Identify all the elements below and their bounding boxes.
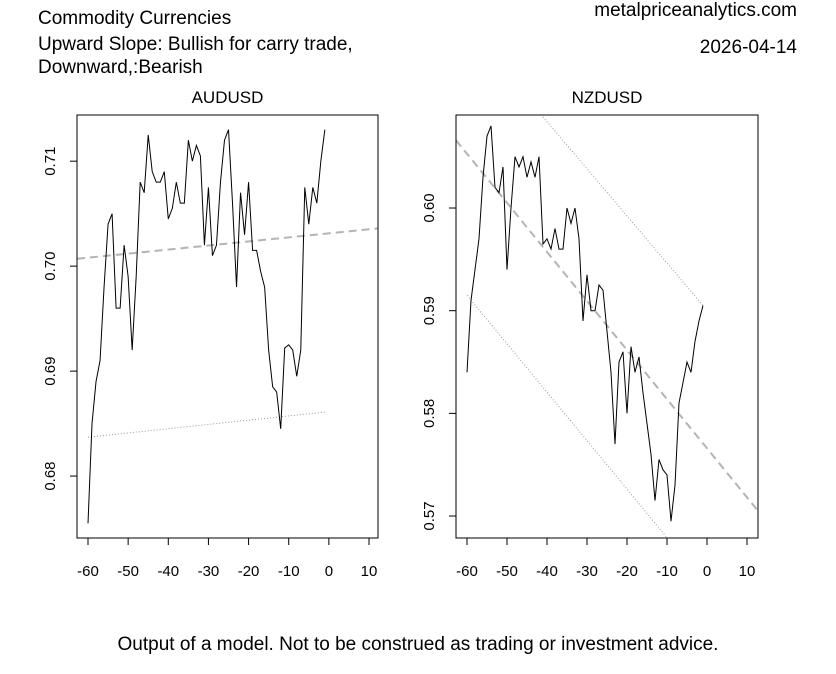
y-tick-label: 0.69 (42, 357, 59, 386)
x-tick-label: -10 (278, 563, 300, 580)
y-tick-label: 0.59 (421, 296, 438, 325)
y-tick-label: 0.58 (421, 399, 438, 428)
y-tick-label: 0.68 (42, 461, 59, 490)
footer: Output of a model. Not to be construed a… (118, 634, 719, 655)
x-tick-label: -30 (576, 563, 598, 580)
trend-line (540, 115, 704, 306)
title-line: Commodity Currencies (38, 8, 231, 29)
trend-line (466, 294, 668, 538)
x-tick-label: -40 (157, 563, 179, 580)
title-line: Downward,:Bearish (38, 57, 203, 78)
price-line (87, 129, 326, 524)
x-tick-label: 0 (325, 563, 333, 580)
x-tick-label: -20 (616, 563, 638, 580)
site: metalpriceanalytics.com (594, 0, 797, 21)
panel-title: AUDUSD (192, 88, 264, 107)
y-tick-label: 0.71 (42, 147, 59, 176)
y-tick-label: 0.60 (421, 193, 438, 222)
x-tick-label: -60 (77, 563, 99, 580)
y-tick-label: 0.57 (421, 501, 438, 530)
x-tick-label: -10 (656, 563, 678, 580)
trend-line (456, 139, 758, 512)
trend-line (87, 411, 325, 438)
x-tick-label: -50 (496, 563, 518, 580)
x-tick-label: -20 (238, 563, 260, 580)
y-tick-label: 0.70 (42, 252, 59, 281)
x-tick-label: 10 (739, 563, 756, 580)
price-line (466, 125, 704, 522)
plot-box (76, 114, 379, 539)
x-tick-label: 0 (703, 563, 711, 580)
x-tick-label: 10 (361, 563, 378, 580)
x-tick-label: -50 (117, 563, 139, 580)
plot-box (455, 114, 759, 539)
trend-line (77, 227, 378, 260)
x-tick-label: -40 (536, 563, 558, 580)
panel-title: NZDUSD (572, 88, 643, 107)
plot-area (77, 129, 378, 524)
title-line: Upward Slope: Bullish for carry trade, (38, 34, 353, 55)
date: 2026-04-14 (700, 37, 798, 58)
x-tick-label: -30 (198, 563, 220, 580)
plot-area (456, 115, 758, 538)
x-tick-label: -60 (456, 563, 478, 580)
